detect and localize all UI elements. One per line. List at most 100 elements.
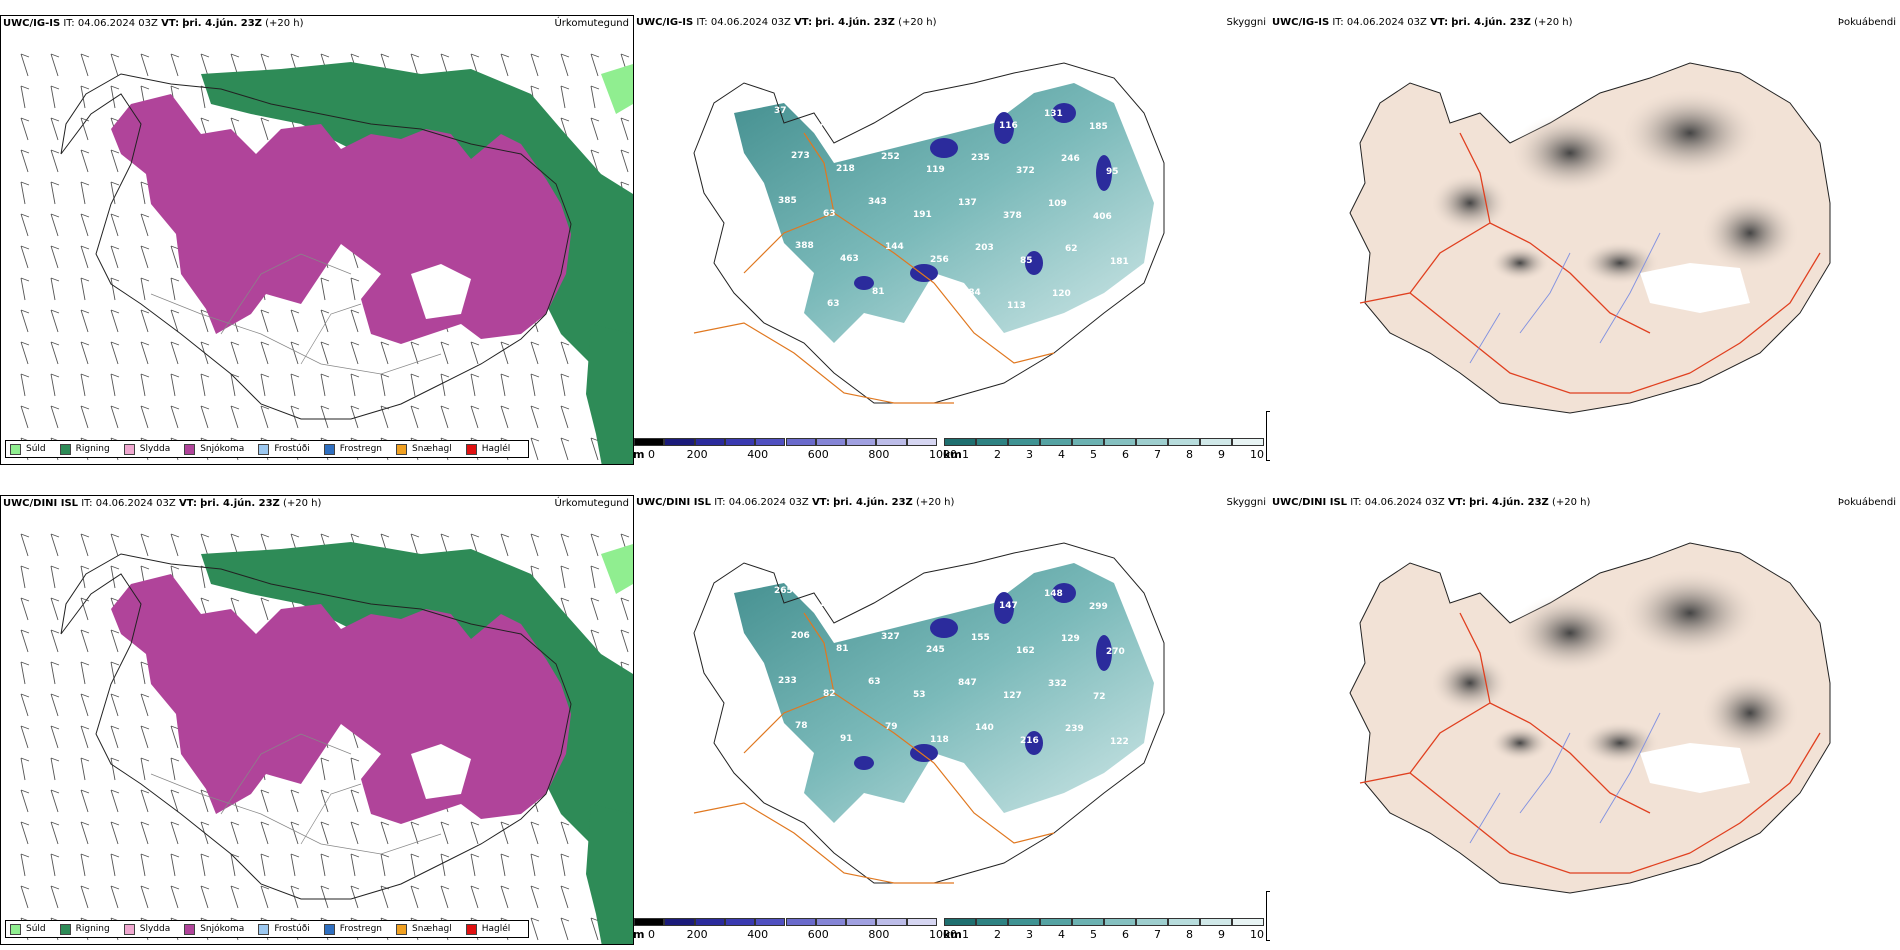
model-name: UWC/DINI ISL xyxy=(1272,497,1348,508)
wind-barb xyxy=(230,373,240,397)
wind-barb xyxy=(50,309,60,333)
wind-barb xyxy=(560,405,570,429)
wind-barb xyxy=(590,533,600,557)
visibility-colorbar-km: km 1 2 3 4 5 6 7 8 9 10 xyxy=(943,918,1264,944)
legend-swatch xyxy=(396,443,408,455)
visibility-value-labels: 265 183 270 139 134 147 148 299 206 81 327 245 155 16… xyxy=(774,586,1129,747)
wind-barb xyxy=(140,821,150,845)
legend-item: Slydda xyxy=(123,443,170,455)
coastline xyxy=(60,73,572,420)
it-value: 04.06.2024 03Z xyxy=(728,497,809,508)
vt-value: þri. 4.jún. 23Z xyxy=(1451,17,1531,28)
wind-barb xyxy=(560,821,570,845)
visibility-colorbar-km: km 1 2 3 4 5 6 7 8 9 10 xyxy=(943,438,1264,464)
colorbar-tick: 1 xyxy=(962,448,969,461)
wind-barb xyxy=(170,821,180,845)
wind-barb xyxy=(560,341,570,365)
legend-item: Frostregn xyxy=(323,443,382,455)
legend-item: Rigning xyxy=(59,443,110,455)
legend-item: Snæhagl xyxy=(396,443,452,455)
colorbar-segment xyxy=(634,438,665,446)
visibility-value-label: 79 xyxy=(909,120,922,130)
colorbar-tick: 1 xyxy=(962,928,969,941)
precip-legend: Súld Rigning Slydda Snjókoma Frostúði Frostre… xyxy=(5,440,530,458)
wind-barb xyxy=(350,821,360,845)
wind-barb xyxy=(380,821,390,845)
legend-swatch xyxy=(258,923,270,935)
colorbar-tick: 6 xyxy=(1122,928,1129,941)
visibility-value-label: 147 xyxy=(999,601,1018,611)
model-name: UWC/IG-IS xyxy=(636,17,694,28)
colorbar-tick: 5 xyxy=(1090,448,1097,461)
lead-time: (+20 h) xyxy=(1534,17,1573,28)
wind-barb xyxy=(140,405,150,429)
wind-barb xyxy=(410,373,420,397)
wind-barb xyxy=(170,309,180,333)
legend-swatch xyxy=(10,923,21,935)
wind-barb xyxy=(110,181,120,205)
wind-barb xyxy=(590,597,600,621)
wind-barb xyxy=(140,181,150,205)
wind-barb xyxy=(530,853,540,877)
legend-label: Haglél xyxy=(481,924,511,934)
colorbar-unit: m xyxy=(634,928,645,941)
wind-barb xyxy=(560,565,570,589)
colorbar-segment xyxy=(1136,918,1168,926)
wind-barb xyxy=(50,213,60,237)
visibility-value-label: 246 xyxy=(1061,154,1080,164)
wind-barb xyxy=(350,789,360,813)
wind-barb xyxy=(140,309,150,333)
wind-barb xyxy=(320,277,330,301)
wind-barb xyxy=(20,373,30,397)
wind-barb xyxy=(170,245,180,269)
wind-barb xyxy=(470,405,480,429)
wind-barb xyxy=(80,149,90,173)
colorbar-tick: 400 xyxy=(747,448,769,461)
it-label: IT: xyxy=(1350,497,1362,508)
colorbar-segment xyxy=(1040,438,1072,446)
lead-time: (+20 h) xyxy=(283,498,322,509)
visibility-value-label: 81 xyxy=(836,644,849,654)
wind-barb xyxy=(170,373,180,397)
wind-barb xyxy=(110,853,120,877)
panel-title: Skyggni xyxy=(1226,497,1266,508)
wind-barb xyxy=(590,117,600,141)
legend-item: Frostúði xyxy=(258,443,310,455)
wind-barb xyxy=(80,565,90,589)
wind-barb xyxy=(170,277,180,301)
colorbar-segment xyxy=(1168,438,1200,446)
wind-barb xyxy=(80,725,90,749)
wind-barb xyxy=(110,149,120,173)
colorbar-tick: 1000 xyxy=(929,928,957,941)
wind-barb xyxy=(50,181,60,205)
wind-barb xyxy=(50,757,60,781)
legend-label: Snjókoma xyxy=(200,924,245,934)
wind-barb xyxy=(560,437,570,461)
wind-barb xyxy=(380,341,390,365)
wind-barb xyxy=(320,885,330,909)
visibility-value-label: 91 xyxy=(840,734,853,744)
panel-header: UWC/IG-IS IT: 04.06.2024 03Z VT: þri. 4.… xyxy=(3,18,629,32)
visibility-panel: UWC/IG-IS IT: 04.06.2024 03Z VT: þri. 4.… xyxy=(634,15,1270,470)
wind-barb xyxy=(110,373,120,397)
visibility-value-label: 127 xyxy=(1003,691,1022,701)
wind-barb xyxy=(260,309,270,333)
colorbar-tick: 8 xyxy=(1186,448,1193,461)
vt-label: VT: xyxy=(794,17,813,28)
legend-swatch xyxy=(465,443,477,455)
wind-barb xyxy=(230,885,240,909)
wind-barb xyxy=(110,757,120,781)
wind-barb xyxy=(140,53,150,77)
colorbar-segment xyxy=(944,438,976,446)
visibility-value-label: 388 xyxy=(795,241,814,251)
wind-barb xyxy=(560,853,570,877)
wind-barb xyxy=(290,341,300,365)
wind-barb xyxy=(140,373,150,397)
colorbar-unit: m xyxy=(634,448,645,461)
colorbar-segment xyxy=(1008,918,1040,926)
visibility-value-label: 343 xyxy=(868,197,887,207)
visibility-value-label: 265 xyxy=(774,586,793,596)
fog-map xyxy=(1349,542,1831,894)
visibility-value-label: 463 xyxy=(840,254,859,264)
wind-barb xyxy=(500,853,510,877)
